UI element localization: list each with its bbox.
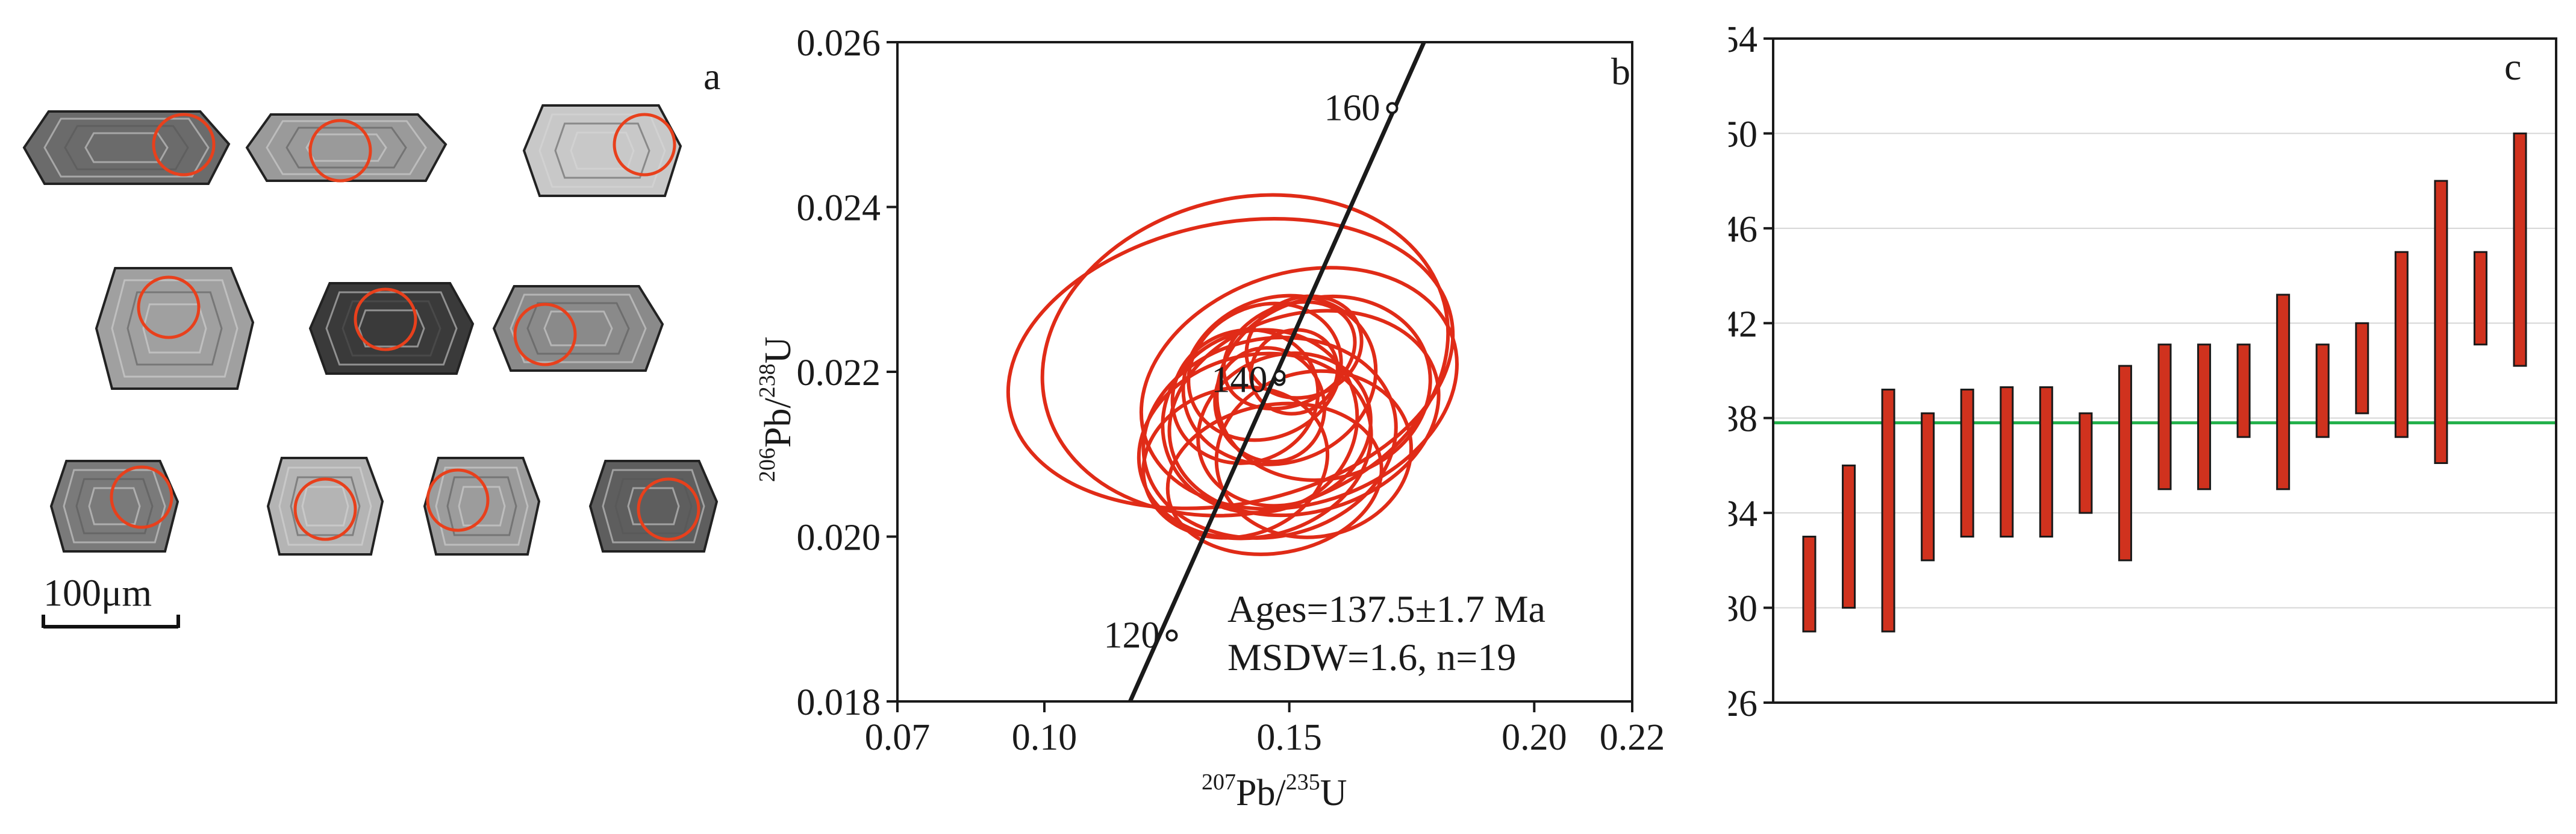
panel-a-zircon-images: a 100μm bbox=[22, 55, 720, 629]
age-error-bar bbox=[2197, 343, 2212, 491]
panel-a-label: a bbox=[703, 55, 720, 98]
age-error-bar bbox=[2000, 386, 2014, 538]
y-tick-label: 0.020 bbox=[797, 518, 881, 559]
ages-annotation: Ages=137.5±1.7 Ma bbox=[1227, 588, 1545, 630]
x-tick-label: 0.20 bbox=[1502, 717, 1567, 758]
analysis-spot bbox=[110, 465, 173, 529]
age-error-bar bbox=[2473, 251, 2487, 346]
panel-c-age-bars-chart: 126 130 134 138 142 146 150 154 c bbox=[1729, 19, 2557, 724]
analysis-spot bbox=[637, 477, 700, 541]
panel-b-concordia-chart: 0.07 0.10 0.15 0.20 0.22 0.018 0.020 0.022 0.02… bbox=[755, 23, 1665, 814]
age-error-bars bbox=[1802, 132, 2527, 633]
zircon-grain bbox=[588, 460, 719, 553]
analysis-spot bbox=[426, 468, 490, 532]
y-axis-ticks: 0.018 0.020 0.022 0.024 0.026 bbox=[797, 23, 897, 723]
error-ellipse bbox=[1181, 293, 1378, 466]
y-tick-label: 146 bbox=[1729, 209, 1757, 250]
age-error-bar bbox=[2236, 343, 2251, 438]
age-marker-point bbox=[1386, 102, 1399, 114]
age-error-bar bbox=[2434, 180, 2448, 464]
age-error-bar bbox=[2039, 386, 2053, 538]
y-tick-label: 0.026 bbox=[797, 23, 881, 64]
age-error-bar bbox=[2394, 251, 2409, 438]
scale-bar-label: 100μm bbox=[43, 571, 152, 614]
x-tick-label: 0.07 bbox=[865, 717, 931, 758]
error-ellipse bbox=[1006, 216, 1455, 510]
zircon-grains bbox=[22, 104, 719, 556]
plot-frame bbox=[896, 41, 1633, 703]
zircon-grain bbox=[22, 110, 231, 185]
analysis-spot bbox=[513, 303, 577, 366]
y-tick-label: 130 bbox=[1729, 589, 1757, 630]
age-error-bar bbox=[2276, 293, 2291, 491]
error-ellipse bbox=[1161, 328, 1359, 515]
y-tick-label: 154 bbox=[1729, 19, 1757, 60]
zircon-grain bbox=[522, 104, 682, 197]
zircon-grain bbox=[266, 457, 384, 556]
error-ellipse bbox=[1249, 328, 1339, 416]
zircon-grain bbox=[49, 460, 179, 553]
zircon-grain bbox=[245, 113, 448, 183]
x-tick-label: 0.22 bbox=[1600, 717, 1665, 758]
age-marker-label: 140 bbox=[1211, 360, 1267, 401]
analysis-spot bbox=[293, 477, 357, 541]
error-ellipse bbox=[1187, 301, 1343, 442]
age-marker-label: 120 bbox=[1103, 615, 1159, 656]
age-marker-label: 160 bbox=[1324, 87, 1380, 128]
plot-area bbox=[897, 42, 1632, 701]
x-tick-label: 0.15 bbox=[1256, 717, 1322, 758]
age-error-bar bbox=[2355, 322, 2369, 415]
age-error-bar bbox=[1802, 536, 1817, 633]
x-tick-label: 0.10 bbox=[1012, 717, 1077, 758]
age-error-bar bbox=[2157, 343, 2172, 491]
age-error-bar bbox=[2315, 343, 2330, 438]
analysis-spot bbox=[354, 287, 417, 351]
zircon-grain bbox=[492, 285, 664, 372]
analysis-spot bbox=[308, 119, 372, 183]
zircon-grain bbox=[95, 267, 255, 390]
x-axis-label: 207Pb/235U bbox=[1202, 770, 1347, 814]
msdw-annotation: MSDW=1.6, n=19 bbox=[1227, 636, 1516, 679]
age-error-bar bbox=[2079, 412, 2093, 514]
error-ellipse bbox=[1170, 328, 1320, 465]
y-tick-label: 0.024 bbox=[797, 188, 881, 229]
y-axis-label: 206Pb/238U bbox=[755, 337, 799, 483]
y-tick-label: 138 bbox=[1729, 399, 1757, 440]
y-tick-label: 126 bbox=[1729, 683, 1757, 724]
y-tick-label: 0.022 bbox=[797, 353, 881, 393]
y-tick-label: 0.018 bbox=[797, 682, 881, 723]
error-ellipse bbox=[1167, 309, 1441, 518]
analysis-spot bbox=[152, 113, 216, 177]
panel-b-label: b bbox=[1611, 50, 1630, 93]
age-error-bar bbox=[1842, 464, 1856, 609]
age-error-bar bbox=[1921, 412, 1935, 562]
age-error-bar bbox=[2513, 132, 2527, 367]
error-ellipse bbox=[1214, 369, 1413, 539]
age-error-bar bbox=[2118, 365, 2132, 562]
panel-c-label: c bbox=[2504, 45, 2521, 88]
analysis-spot bbox=[137, 275, 201, 339]
age-error-bar bbox=[1881, 388, 1895, 633]
zircon-grain bbox=[308, 282, 475, 375]
age-marker-point bbox=[1165, 629, 1178, 642]
y-axis-ticks: 126 130 134 138 142 146 150 154 bbox=[1729, 19, 1773, 724]
mean-age-point bbox=[1273, 369, 1286, 382]
error-ellipses bbox=[1006, 193, 1459, 556]
zircon-grain bbox=[423, 457, 541, 556]
x-axis-ticks: 0.07 0.10 0.15 0.20 0.22 bbox=[865, 701, 1665, 758]
plot-frame bbox=[1772, 37, 2557, 704]
y-tick-label: 150 bbox=[1729, 114, 1757, 155]
y-tick-label: 142 bbox=[1729, 304, 1757, 345]
age-markers: 120 140 160 bbox=[1103, 87, 1399, 656]
age-error-bar bbox=[1960, 388, 1974, 538]
analysis-spot bbox=[613, 113, 676, 177]
y-tick-label: 134 bbox=[1729, 494, 1757, 535]
